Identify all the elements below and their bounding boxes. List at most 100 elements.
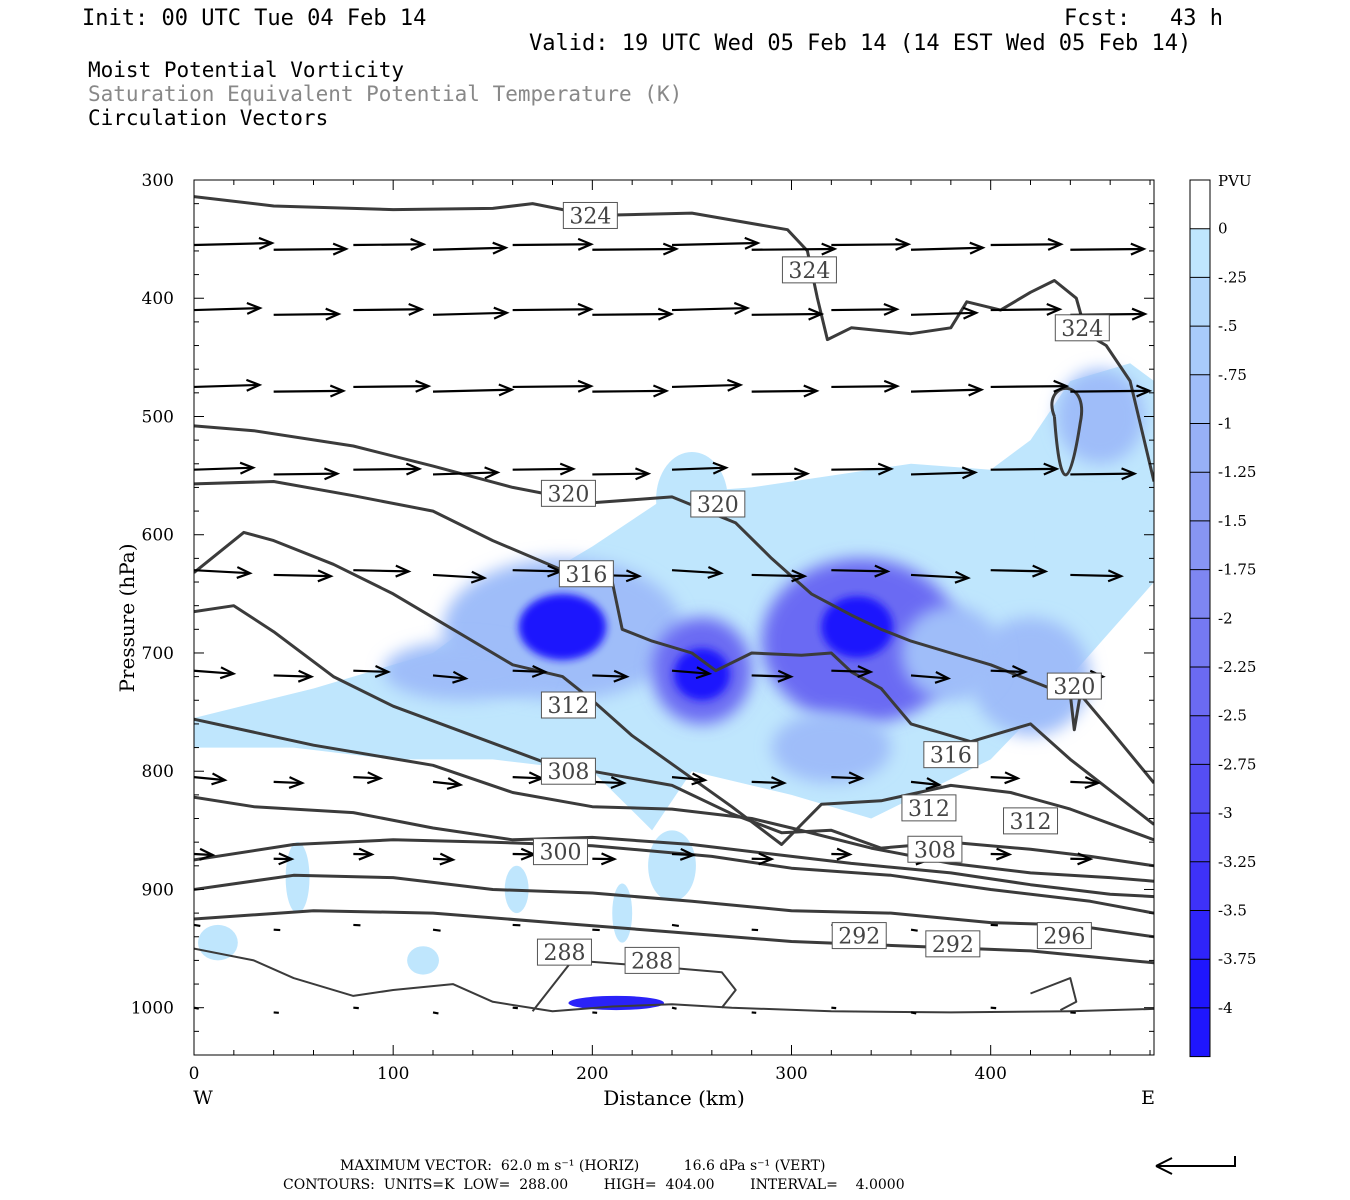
circulation-vector <box>194 923 201 928</box>
colorbar-label: -2 <box>1218 609 1233 627</box>
circulation-vector <box>194 847 216 861</box>
colorbar-label: -2.25 <box>1218 658 1256 676</box>
circulation-vector <box>432 852 456 866</box>
circulation-vector <box>831 237 912 251</box>
circulation-vector <box>990 302 1063 316</box>
colorbar-box <box>1190 1007 1210 1057</box>
circulation-vector <box>1070 467 1138 481</box>
colorbar-label: -1.25 <box>1218 463 1256 481</box>
theta-contour-10 <box>194 947 1154 1014</box>
theta-contour-2 <box>194 480 1154 826</box>
circulation-vector <box>671 772 708 786</box>
title-vectors: Circulation Vectors <box>88 106 329 130</box>
circulation-vector <box>751 307 825 321</box>
reference-vector-icon <box>1155 1156 1236 1175</box>
circulation-vector <box>1070 776 1101 789</box>
theta-contour-7 <box>194 838 1154 915</box>
colorbar-box <box>1190 569 1210 619</box>
pv-blob-light-5 <box>285 842 310 914</box>
contour-label: 296 <box>1036 922 1092 950</box>
circulation-vector <box>910 777 943 790</box>
circulation-vector <box>671 1006 677 1010</box>
y-tick-label: 400 <box>142 289 174 309</box>
pv-core-1 <box>821 596 894 658</box>
circulation-vector <box>432 241 509 255</box>
y-tick-label: 1000 <box>131 999 174 1019</box>
circulation-vector <box>273 384 347 398</box>
init-time: Init: 00 UTC Tue 04 Feb 14 <box>82 6 427 31</box>
circulation-vector <box>512 664 549 678</box>
svg-text:288: 288 <box>543 941 585 966</box>
circulation-vector <box>592 242 680 256</box>
title-theta-es: Saturation Equivalent Potential Temperat… <box>88 82 683 106</box>
circulation-vector <box>592 307 675 321</box>
circulation-vector <box>751 384 820 398</box>
circulation-vector <box>432 1011 439 1015</box>
circulation-vector <box>831 302 900 316</box>
contour-label: 324 <box>781 256 837 284</box>
contour-label: 324 <box>562 201 618 229</box>
svg-text:320: 320 <box>1053 675 1095 700</box>
circulation-vector <box>512 237 594 251</box>
svg-text:308: 308 <box>547 760 589 785</box>
colorbar-box <box>1190 959 1210 1008</box>
circulation-vector <box>432 466 501 480</box>
theta-contour-8 <box>194 873 1154 939</box>
svg-text:312: 312 <box>547 694 589 719</box>
circulation-vector <box>990 379 1070 393</box>
pv-blob-mid-3 <box>970 617 1091 736</box>
title-mpv: Moist Potential Vorticity <box>88 58 405 82</box>
circulation-vector <box>194 236 275 250</box>
contour-label: 300 <box>532 838 588 866</box>
circulation-vector <box>910 928 918 932</box>
circulation-vector <box>432 383 515 397</box>
circulation-vector <box>353 665 392 678</box>
colorbar-box <box>1190 326 1210 375</box>
circulation-vector <box>990 771 1021 785</box>
svg-text:288: 288 <box>631 949 673 974</box>
x-tick-label: 300 <box>775 1064 807 1084</box>
svg-text:296: 296 <box>1043 925 1085 950</box>
theta-contour-4 <box>194 604 1154 868</box>
y-tick-label: 700 <box>142 644 174 664</box>
colorbar-label: -1.5 <box>1218 512 1247 530</box>
circulation-vector <box>432 777 464 790</box>
svg-text:312: 312 <box>908 797 950 822</box>
circulation-vector <box>910 466 979 480</box>
circulation-vector <box>990 237 1064 251</box>
colorbar-label: -.5 <box>1218 317 1237 335</box>
pv-core-0 <box>518 593 607 661</box>
colorbar-label: -3.5 <box>1218 902 1247 920</box>
circulation-vector <box>512 302 594 316</box>
colorbar-box <box>1190 715 1210 765</box>
circulation-vector <box>671 461 729 475</box>
forecast-hour: Fcst: 43 h <box>1064 6 1223 31</box>
contour-label: 308 <box>540 757 596 785</box>
contour-label: 312 <box>1003 807 1059 835</box>
colorbar-label: -4 <box>1218 999 1233 1017</box>
colorbar-box <box>1190 228 1210 278</box>
circulation-vector <box>194 566 253 579</box>
pv-region-light <box>194 363 1154 831</box>
circulation-vector <box>273 467 341 481</box>
circulation-vector <box>831 462 895 476</box>
pv-blob-light-1 <box>1034 463 1107 606</box>
x-axis-title: Distance (km) <box>603 1086 745 1110</box>
circulation-vector <box>194 301 263 315</box>
circulation-vector <box>1070 384 1153 398</box>
colorbar-label: -1 <box>1218 415 1233 433</box>
circulation-vector <box>910 1011 917 1015</box>
colorbar-box <box>1190 667 1210 716</box>
theta-contour-3 <box>194 530 1154 846</box>
colorbar: PVU 0 -.25 -.5 -.75 -1 -1.25 -1.5 -1.75 -2 -2.25 -2… <box>1189 172 1256 1058</box>
circulation-vector <box>353 302 425 316</box>
theta-contour-6 <box>194 795 1154 899</box>
circulation-vector <box>592 467 652 481</box>
max-vector-info: MAXIMUM VECTOR: 62.0 m s⁻¹ (HORIZ) 16.6 … <box>340 1158 826 1174</box>
circulation-vector <box>990 564 1049 578</box>
pv-blob-mid-7 <box>383 641 543 701</box>
plot-frame <box>193 179 1155 1056</box>
svg-text:316: 316 <box>565 563 607 588</box>
pv-core-2 <box>674 648 730 701</box>
circulation-vector <box>592 776 627 790</box>
